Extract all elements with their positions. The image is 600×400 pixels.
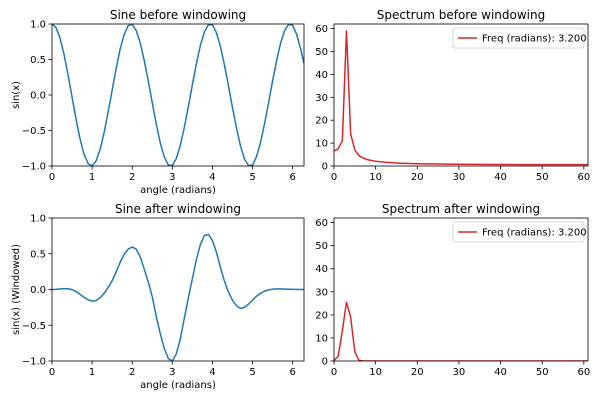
x-tick-label: 1 — [89, 367, 95, 378]
x-tick-label: 30 — [453, 172, 466, 183]
x-tick-label: 30 — [453, 367, 466, 378]
chart-title: Spectrum after windowing — [382, 202, 540, 216]
x-tick-label: 50 — [536, 172, 549, 183]
x-tick-label: 5 — [249, 367, 255, 378]
x-tick-label: 40 — [494, 172, 507, 183]
y-tick-label: 30 — [315, 93, 328, 104]
x-axis-label: angle (radians) — [140, 380, 216, 391]
x-tick-label: 3 — [169, 172, 175, 183]
y-tick-label: −0.5 — [22, 321, 46, 332]
y-tick-label: 0 — [322, 162, 328, 173]
x-tick-label: 60 — [577, 367, 590, 378]
x-tick-label: 5 — [249, 172, 255, 183]
x-tick-label: 2 — [129, 367, 135, 378]
x-tick-label: 0 — [331, 367, 337, 378]
y-axis-label: sin(x) — [11, 81, 22, 109]
y-tick-label: −0.5 — [22, 126, 46, 137]
series-line-1 — [52, 233, 304, 361]
legend-entry: Freq (radians): 3.200 — [482, 34, 587, 45]
y-tick-label: 60 — [315, 24, 328, 35]
x-tick-label: 0 — [331, 172, 337, 183]
chart-title: Spectrum before windowing — [377, 8, 545, 22]
x-tick-label: 20 — [411, 172, 424, 183]
y-tick-label: 1.0 — [30, 20, 46, 31]
y-tick-label: 20 — [315, 116, 328, 127]
y-tick-label: 20 — [315, 310, 328, 321]
chart-title: Sine before windowing — [110, 8, 246, 22]
x-tick-label: 6 — [289, 172, 295, 183]
x-tick-label: 6 — [289, 367, 295, 378]
x-tick-label: 40 — [494, 367, 507, 378]
subplot-3: 0 1 2 3 4 5 6 −1.0 −0.5 0.0 0.5 1.0 Sine after windo… — [11, 202, 305, 391]
legend-box — [452, 27, 585, 49]
legend-entry: Freq (radians): 3.200 — [482, 228, 587, 239]
x-tick-label: 50 — [536, 367, 549, 378]
x-tick-label: 0 — [49, 367, 55, 378]
x-tick-label: 10 — [369, 172, 382, 183]
x-tick-label: 4 — [209, 367, 215, 378]
y-tick-label: −1.0 — [22, 357, 46, 368]
legend: Freq (radians): 3.200 — [452, 221, 587, 243]
y-tick-label: 0.5 — [30, 249, 46, 260]
y-tick-label: −1.0 — [22, 162, 46, 173]
x-tick-label: 0 — [49, 172, 55, 183]
y-tick-label: 50 — [315, 241, 328, 252]
y-tick-label: 1.0 — [30, 214, 46, 225]
x-tick-label: 3 — [169, 367, 175, 378]
y-tick-label: 40 — [315, 264, 328, 275]
y-tick-label: 0.5 — [30, 55, 46, 66]
y-tick-label: 30 — [315, 287, 328, 298]
y-tick-label: 10 — [315, 333, 328, 344]
series-line-1 — [52, 24, 304, 166]
legend-box — [452, 221, 585, 243]
subplot-4: 0 10 20 30 40 50 60 0 10 20 30 40 50 60 Spectrum after… — [315, 202, 590, 378]
subplot-1: 0 1 2 3 4 5 6 −1.0 −0.5 0.0 0.5 1.0 Sine before wind… — [11, 8, 305, 196]
series-line-1 — [334, 30, 588, 166]
y-tick-label: 0.0 — [30, 91, 46, 102]
y-tick-label: 0 — [322, 357, 328, 368]
y-axis-label: sin(x) (Windowed) — [11, 244, 22, 335]
x-tick-label: 60 — [577, 172, 590, 183]
y-tick-label: 0.0 — [30, 285, 46, 296]
x-tick-label: 10 — [369, 367, 382, 378]
subplot-2: 0 10 20 30 40 50 60 0 10 20 30 40 50 60 Spectrum befor… — [315, 8, 590, 183]
x-tick-label: 1 — [89, 172, 95, 183]
x-tick-label: 4 — [209, 172, 215, 183]
x-tick-label: 20 — [411, 367, 424, 378]
y-tick-label: 50 — [315, 47, 328, 58]
axes-frame — [333, 23, 589, 167]
axes-frame — [333, 217, 589, 362]
y-tick-label: 10 — [315, 139, 328, 150]
y-tick-label: 40 — [315, 70, 328, 81]
y-tick-label: 60 — [315, 218, 328, 229]
legend: Freq (radians): 3.200 — [452, 27, 587, 49]
chart-title: Sine after windowing — [115, 202, 241, 216]
x-tick-label: 2 — [129, 172, 135, 183]
x-axis-label: angle (radians) — [140, 185, 216, 196]
